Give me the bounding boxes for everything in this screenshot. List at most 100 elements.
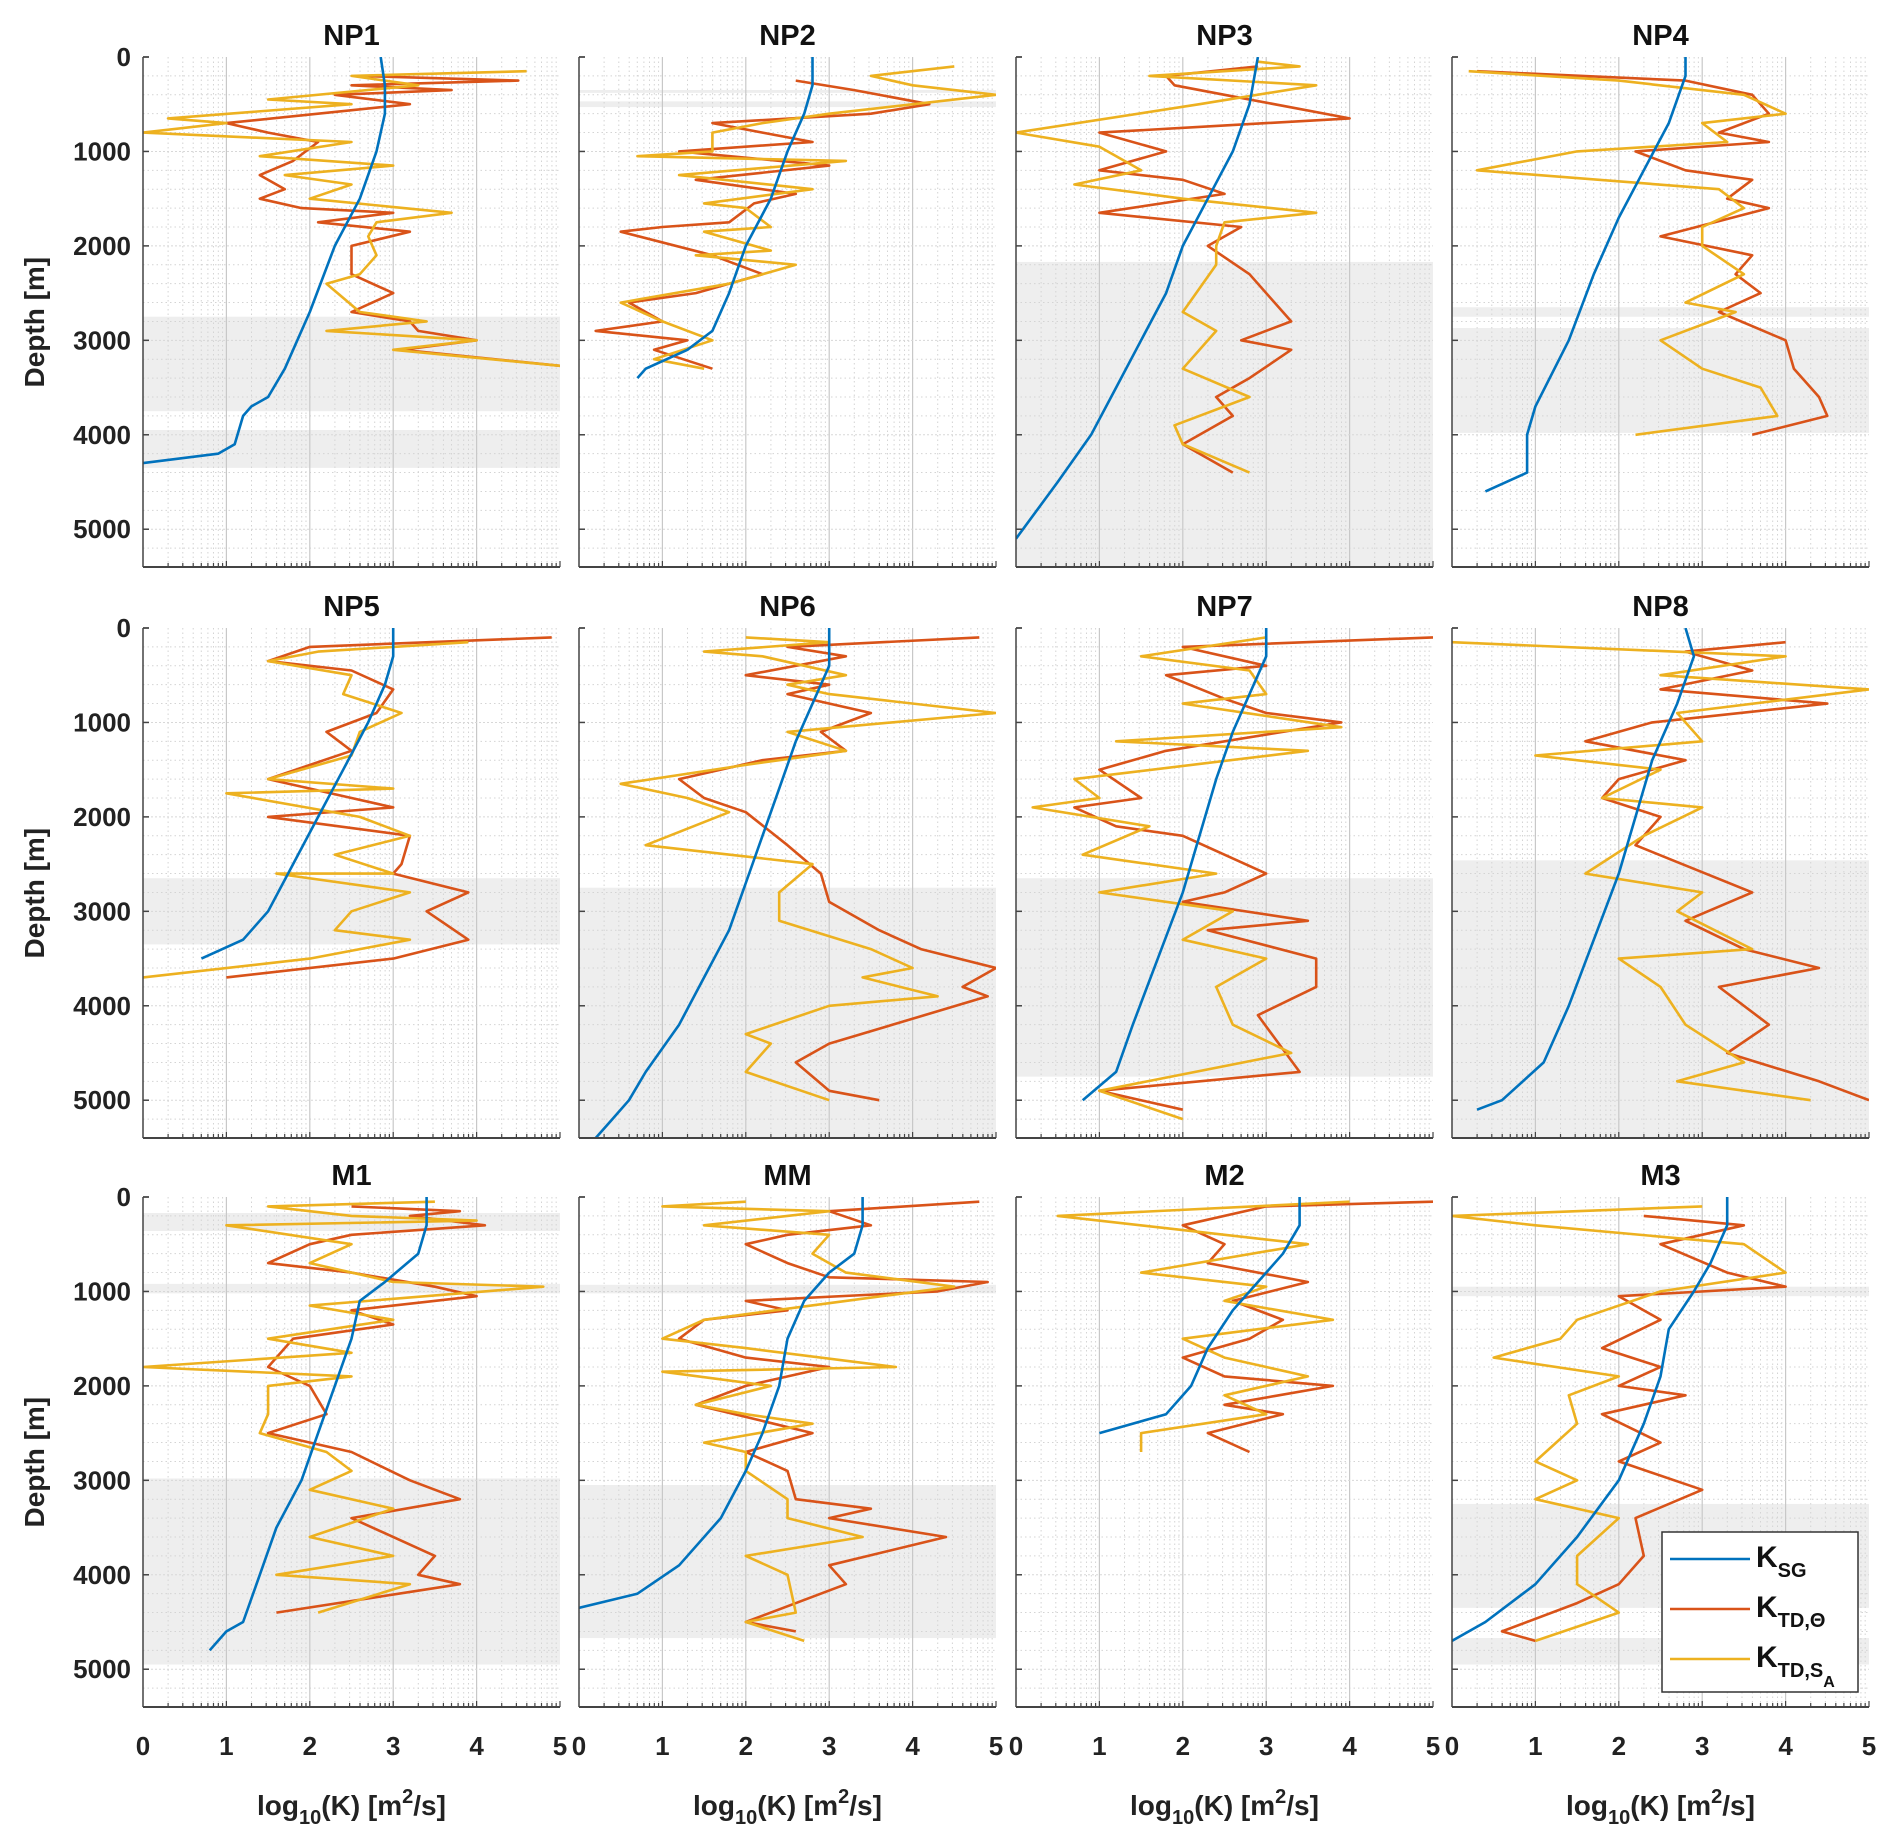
series-line-k-sg bbox=[1476, 628, 1696, 1111]
series-line-k-td-sa bbox=[1452, 640, 1869, 1102]
panel-title: M1 bbox=[331, 1160, 371, 1192]
shaded-band bbox=[579, 101, 996, 108]
x-tick-label: 3 bbox=[1259, 1731, 1273, 1761]
x-tick-label: 3 bbox=[822, 1731, 836, 1761]
x-tick-label: 3 bbox=[1695, 1731, 1709, 1761]
shaded-band bbox=[1452, 307, 1869, 317]
series-line-k-sg bbox=[1452, 1197, 1729, 1643]
panel-title: NP4 bbox=[1632, 20, 1688, 52]
series-line-k-td-theta bbox=[1584, 640, 1869, 1102]
x-tick-label: 0 bbox=[1445, 1731, 1459, 1761]
panel-title: NP2 bbox=[759, 20, 815, 52]
legend: KSG KTD,Θ KTD,SA bbox=[1661, 1531, 1859, 1693]
x-axis-label: log10(K) [m2/s] bbox=[257, 1786, 446, 1829]
x-tick-label: 3 bbox=[386, 1731, 400, 1761]
y-tick-label: 3000 bbox=[73, 1465, 131, 1495]
y-tick-label: 3000 bbox=[73, 896, 131, 926]
series-line-k-td-sa bbox=[1056, 1200, 1350, 1452]
shaded-band bbox=[579, 887, 996, 1138]
series-line-k-sg bbox=[200, 628, 395, 960]
series-line-k-td-theta bbox=[266, 1205, 487, 1614]
x-tick-label: 2 bbox=[1612, 1731, 1626, 1761]
series-line-k-td-theta bbox=[226, 636, 552, 979]
x-tick-label: 1 bbox=[1528, 1731, 1542, 1761]
y-tick-label: 3000 bbox=[73, 325, 131, 355]
series-line-k-td-sa bbox=[143, 1200, 545, 1614]
x-tick-label: 4 bbox=[469, 1731, 484, 1761]
series-line-k-td-sa bbox=[1031, 636, 1343, 1121]
x-tick-label: 2 bbox=[303, 1731, 317, 1761]
panel-np2: NP2 bbox=[578, 20, 997, 568]
series-line-k-td-theta bbox=[594, 79, 931, 370]
series-line-k-td-theta bbox=[225, 74, 560, 368]
y-tick-label: 5000 bbox=[73, 1085, 131, 1115]
panel-title: NP6 bbox=[759, 591, 815, 623]
shaded-band bbox=[1452, 860, 1869, 1138]
x-tick-label: 1 bbox=[219, 1731, 233, 1761]
series-line-k-td-theta bbox=[677, 636, 996, 1102]
x-tick-label: 2 bbox=[1176, 1731, 1190, 1761]
y-tick-label: 2000 bbox=[73, 1371, 131, 1401]
series-line-k-sg bbox=[208, 1197, 428, 1652]
panel-np8: NP8 bbox=[1451, 591, 1870, 1139]
series-line-k-sg bbox=[1016, 57, 1260, 540]
panel-np6: NP6 bbox=[578, 591, 997, 1139]
series-line-k-sg bbox=[579, 1197, 864, 1610]
series-line-k-td-sa bbox=[1468, 69, 1787, 437]
series-line-k-td-sa bbox=[1452, 1205, 1787, 1643]
shaded-band bbox=[579, 1284, 996, 1294]
x-tick-label: 5 bbox=[989, 1731, 1003, 1761]
y-tick-label: 1000 bbox=[73, 136, 131, 166]
shaded-band bbox=[143, 430, 560, 468]
series-line-k-td-sa bbox=[661, 1200, 956, 1643]
panel-m1: M1 0 1000 2000 3000 4000 5000 Depth [m] 0 1 2 3 4 5 lo… bbox=[19, 1160, 567, 1829]
legend-label: KSG bbox=[1756, 1541, 1807, 1582]
y-axis-label: Depth [m] bbox=[19, 828, 50, 959]
y-tick-label: 1000 bbox=[73, 707, 131, 737]
y-tick-label: 4000 bbox=[73, 420, 131, 450]
series-line-k-td-theta bbox=[677, 1200, 989, 1633]
y-tick-label: 0 bbox=[117, 42, 131, 72]
y-tick-label: 0 bbox=[117, 613, 131, 643]
panel-np4: NP4 bbox=[1451, 20, 1870, 568]
y-tick-label: 4000 bbox=[73, 991, 131, 1021]
panel-title: MM bbox=[763, 1160, 811, 1192]
legend-label: KTD,Θ bbox=[1756, 1591, 1825, 1632]
y-axis-label: Depth [m] bbox=[19, 257, 50, 388]
x-tick-label: 4 bbox=[1778, 1731, 1793, 1761]
x-tick-label: 1 bbox=[1092, 1731, 1106, 1761]
shaded-band bbox=[1452, 328, 1869, 433]
x-tick-label: 5 bbox=[553, 1731, 567, 1761]
x-tick-label: 5 bbox=[1862, 1731, 1876, 1761]
panel-m2: M2 0 1 2 3 4 5 log10(K) [m2/s] bbox=[1009, 1160, 1440, 1829]
panel-np7: NP7 bbox=[1015, 591, 1434, 1139]
y-tick-label: 2000 bbox=[73, 231, 131, 261]
panel-mm: MM 0 1 2 3 4 5 log10(K) [m2/s] bbox=[572, 1160, 1003, 1829]
x-tick-label: 1 bbox=[655, 1731, 669, 1761]
x-axis-label: log10(K) [m2/s] bbox=[1130, 1786, 1319, 1829]
series-line-k-sg bbox=[143, 57, 387, 465]
shaded-band bbox=[1016, 261, 1433, 567]
panel-title: NP5 bbox=[323, 591, 379, 623]
panel-np1: NP1 0 1000 2000 3000 4000 5000 Depth [m] bbox=[19, 20, 561, 568]
y-axis-label: Depth [m] bbox=[19, 1397, 50, 1528]
panel-m3: M3 0 1 2 3 4 5 log10(K) [m2/s] bbox=[1445, 1160, 1876, 1829]
x-tick-label: 0 bbox=[572, 1731, 586, 1761]
shaded-band bbox=[143, 1283, 560, 1294]
x-tick-label: 2 bbox=[739, 1731, 753, 1761]
x-tick-label: 0 bbox=[136, 1731, 150, 1761]
y-tick-label: 4000 bbox=[73, 1560, 131, 1590]
panel-title: M3 bbox=[1640, 1160, 1680, 1192]
y-tick-label: 2000 bbox=[73, 802, 131, 832]
shaded-band bbox=[579, 90, 996, 93]
series-line-k-td-sa bbox=[619, 65, 996, 370]
panel-np5: NP5 0 1000 2000 3000 4000 5000 Depth [m] bbox=[19, 591, 561, 1139]
panel-title: M2 bbox=[1204, 1160, 1244, 1192]
legend-label: KTD,SA bbox=[1756, 1641, 1835, 1691]
panel-title: NP3 bbox=[1196, 20, 1252, 52]
series-line-k-sg bbox=[1081, 628, 1268, 1102]
series-line-k-td-theta bbox=[1476, 69, 1829, 437]
series-line-k-sg bbox=[594, 628, 831, 1138]
y-tick-label: 5000 bbox=[73, 514, 131, 544]
